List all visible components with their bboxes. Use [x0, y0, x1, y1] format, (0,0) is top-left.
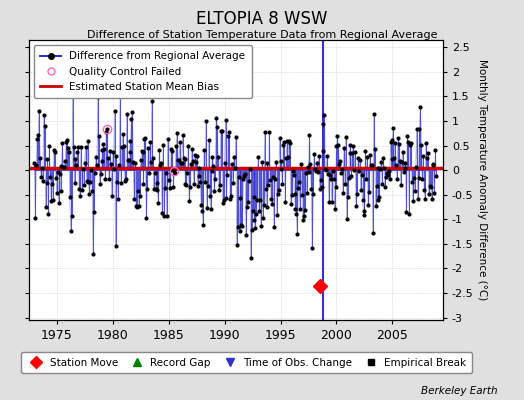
Text: Berkeley Earth: Berkeley Earth [421, 386, 498, 396]
Y-axis label: Monthly Temperature Anomaly Difference (°C): Monthly Temperature Anomaly Difference (… [477, 59, 487, 301]
Text: ELTOPIA 8 WSW: ELTOPIA 8 WSW [196, 10, 328, 28]
Text: Difference of Station Temperature Data from Regional Average: Difference of Station Temperature Data f… [87, 30, 437, 40]
Legend: Station Move, Record Gap, Time of Obs. Change, Empirical Break: Station Move, Record Gap, Time of Obs. C… [21, 352, 472, 373]
Legend: Difference from Regional Average, Quality Control Failed, Estimated Station Mean: Difference from Regional Average, Qualit… [34, 45, 252, 98]
